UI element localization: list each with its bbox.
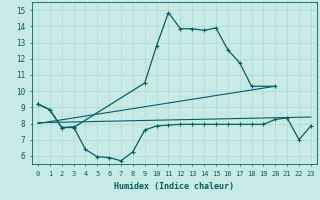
X-axis label: Humidex (Indice chaleur): Humidex (Indice chaleur): [115, 183, 234, 192]
